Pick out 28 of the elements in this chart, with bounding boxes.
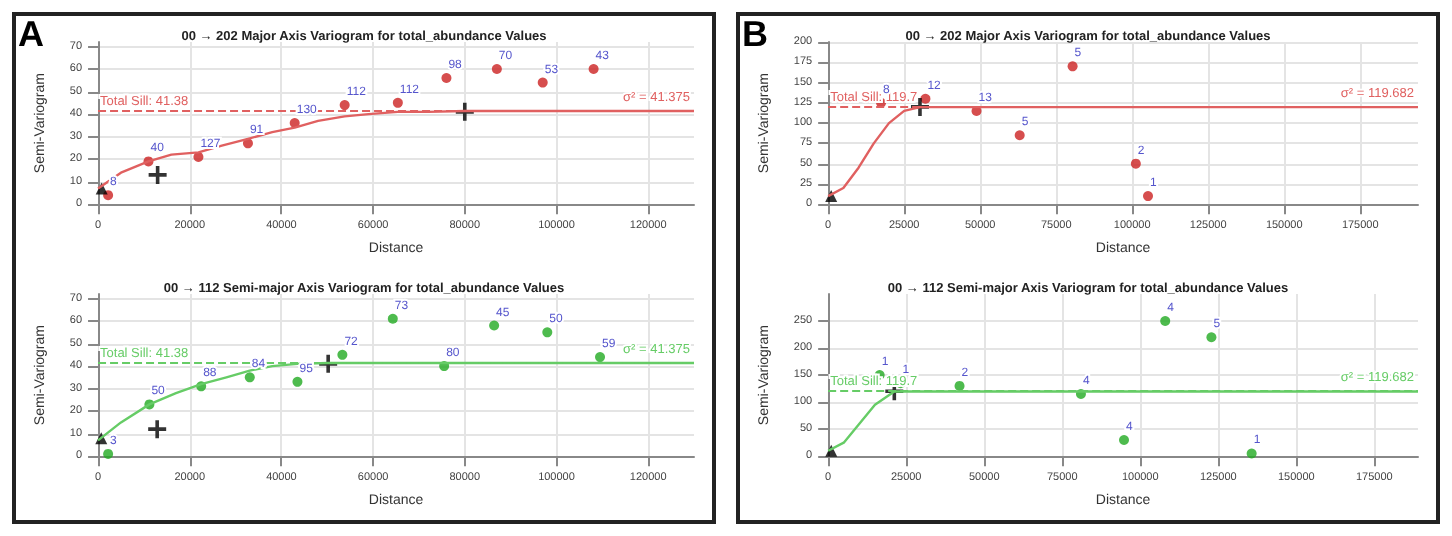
point xyxy=(392,97,403,108)
point xyxy=(542,327,553,338)
point xyxy=(489,320,500,331)
point xyxy=(1014,130,1025,141)
point xyxy=(537,77,548,88)
text: A xyxy=(18,14,44,54)
point xyxy=(244,372,255,383)
point xyxy=(588,64,599,75)
point xyxy=(1160,316,1171,327)
point xyxy=(103,448,114,459)
point xyxy=(1246,448,1257,459)
point xyxy=(1130,158,1141,169)
text: B xyxy=(742,14,768,54)
point xyxy=(337,349,348,360)
point xyxy=(1143,191,1154,202)
point xyxy=(1067,61,1078,72)
point xyxy=(441,73,452,84)
point xyxy=(491,64,502,75)
point xyxy=(920,93,931,104)
point xyxy=(1119,434,1130,445)
point xyxy=(387,313,398,324)
point xyxy=(1206,332,1217,343)
point xyxy=(292,376,303,387)
point xyxy=(595,352,606,363)
point xyxy=(339,100,350,111)
point xyxy=(148,165,167,184)
point xyxy=(148,420,167,439)
point xyxy=(954,380,965,391)
